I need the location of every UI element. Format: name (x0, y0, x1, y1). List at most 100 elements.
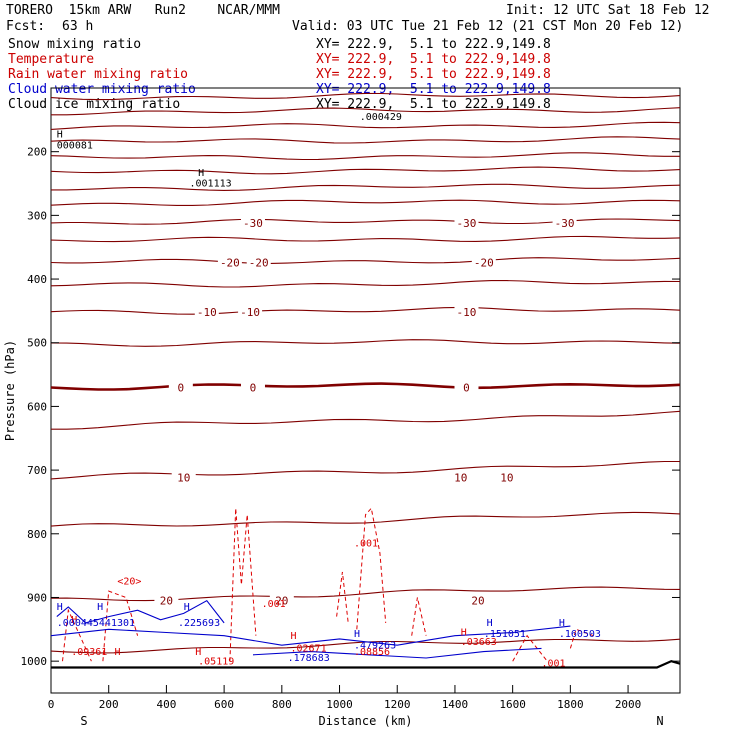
y-tick-label: 1000 (21, 655, 48, 668)
isotherm-label-bg (240, 217, 265, 231)
forecast-hour: 63 h (62, 19, 94, 34)
isotherm-line (50, 199, 681, 206)
rain-contour (336, 571, 349, 623)
isotherm-label: -30 (555, 217, 575, 230)
cloud-water-label: .225693 (178, 618, 220, 629)
isotherm-label: 0 (178, 381, 185, 394)
cloud-water-label: H (559, 618, 565, 629)
y-tick-label: 800 (27, 528, 47, 541)
isotherm-label: 20 (160, 595, 173, 608)
snow-mixing-label: H (198, 168, 204, 179)
isotherm-line (50, 166, 681, 175)
cloud-water-label: .178683 (288, 653, 330, 664)
isotherm-line (50, 235, 681, 243)
plot-frame (50, 87, 681, 694)
rain-mixing-label: H (114, 647, 120, 658)
x-tick-label: 400 (156, 698, 176, 711)
isotherm-label-bg (194, 306, 219, 320)
isotherm-label-bg (240, 381, 265, 395)
isotherm-line (50, 257, 681, 264)
isotherm-line (51, 410, 681, 430)
isotherm-label-bg (471, 256, 496, 270)
rain-contour (62, 608, 92, 662)
isotherm-label: 20 (471, 595, 484, 608)
rain-mixing-label: .001 (542, 658, 566, 669)
isotherm-label: 20 (275, 595, 288, 608)
snow-mixing-label: .000429 (360, 112, 402, 123)
cloud-water-contour (56, 599, 225, 624)
isotherm-label-bg (269, 594, 294, 608)
isotherm-label: -10 (197, 306, 217, 319)
x-tick-label: 800 (272, 698, 292, 711)
x-tick-label: 600 (214, 698, 234, 711)
cloud-water-label: .151051 (484, 629, 526, 640)
isotherm-line (50, 121, 681, 130)
isotherm-label-bg (246, 256, 271, 270)
valid-time: Valid: 03 UTC Tue 21 Feb 12 (21 CST Mon … (292, 19, 684, 34)
legend-snow-xy: XY= 222.9, 5.1 to 222.9,149.8 (316, 37, 551, 52)
x-tick-label: 1800 (557, 698, 584, 711)
terrain-line (51, 659, 681, 669)
legend-cloud-ice-xy: XY= 222.9, 5.1 to 222.9,149.8 (316, 97, 551, 112)
isotherm-line (50, 136, 681, 144)
rain-mixing-label: .001 (262, 599, 286, 610)
cloud-water-contour (50, 625, 571, 646)
snow-mixing-label: H (57, 130, 63, 141)
legend-snow-label: Snow mixing ratio (8, 37, 142, 52)
init-time: Init: 12 UTC Sat 18 Feb 12 (506, 3, 710, 18)
isotherm-label: -30 (457, 217, 477, 230)
isotherm-line (50, 152, 680, 161)
isotherm-label-bg (168, 381, 193, 395)
isotherm-line (50, 460, 680, 480)
x-tick-label: 0 (48, 698, 55, 711)
isotherm-label: -30 (243, 217, 263, 230)
y-tick-label: 700 (27, 464, 47, 477)
rain-mixing-label: .05119 (198, 656, 234, 667)
isotherm-label: 0 (463, 381, 470, 394)
rain-mixing-label: .08856 (354, 647, 390, 658)
rain-contour (356, 507, 387, 630)
rain-mixing-label: .02671 (290, 644, 326, 655)
isotherm-label-bg (454, 381, 479, 395)
rain-mixing-label: .09361 (71, 647, 107, 658)
cloud-water-label: H (97, 602, 103, 613)
isotherm-label-bg (552, 217, 577, 231)
x-tick-label: 200 (99, 698, 119, 711)
cloud-water-label: H (487, 618, 493, 629)
rain-contour (411, 597, 427, 636)
rain-mixing-label: H (461, 628, 467, 639)
isotherm-label-bg (448, 471, 473, 485)
y-tick-label: 500 (27, 337, 47, 350)
y-tick-label: 400 (27, 273, 47, 286)
south-endpoint-label: S (80, 714, 87, 728)
isotherm-line (51, 107, 681, 116)
x-tick-label: 2000 (615, 698, 642, 711)
x-tick-label: 1200 (384, 698, 411, 711)
isotherm-line (51, 183, 681, 191)
isotherm-label: 10 (177, 472, 190, 485)
rain-mixing-label: <20> (117, 577, 141, 588)
isotherm-label: -20 (220, 256, 240, 269)
isotherm-label-bg (454, 306, 479, 320)
isotherm-line (50, 280, 681, 288)
isotherm-label: 10 (454, 472, 467, 485)
legend-cloud-ice-label: Cloud ice mixing ratio (8, 97, 181, 112)
snow-mixing-label: .001113 (189, 179, 231, 190)
isotherm-label-bg (494, 471, 519, 485)
isotherm-label-bg (454, 217, 479, 231)
rain-mixing-label: H (290, 631, 296, 642)
north-endpoint-label: N (656, 714, 663, 728)
forecast-label: Fcst: (6, 19, 46, 34)
y-tick-label: 600 (27, 400, 47, 413)
x-tick-label: 1400 (442, 698, 469, 711)
cloud-water-label: .000445441301 (57, 618, 135, 629)
legend-rain-label: Rain water mixing ratio (8, 67, 189, 82)
x-tick-label: 1000 (326, 698, 353, 711)
isotherm-label-bg (466, 594, 491, 608)
cloud-water-contour (252, 647, 542, 659)
y-axis-title: Pressure (hPa) (3, 340, 17, 441)
isotherm-label-bg (217, 256, 242, 270)
x-tick-label: 1600 (499, 698, 526, 711)
rain-mixing-label: H (195, 647, 201, 658)
rain-mixing-label: .03663 (461, 637, 497, 648)
